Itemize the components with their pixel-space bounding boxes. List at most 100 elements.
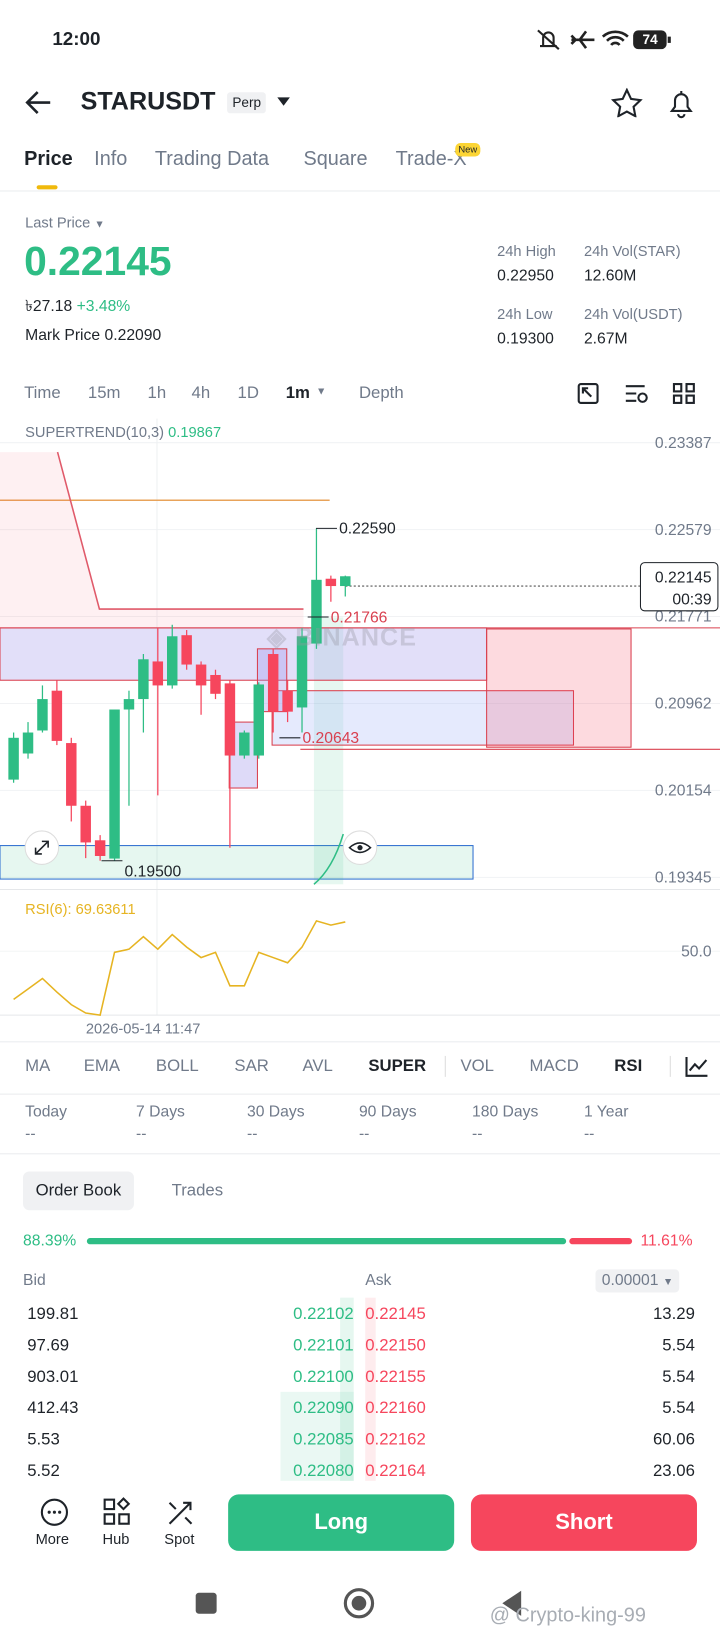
status-icons [537, 29, 671, 50]
trend-line [313, 833, 345, 885]
y-tick-label: 0.23387 [655, 435, 712, 452]
y-tick-label: 0.21771 [655, 609, 712, 626]
bottom-item[interactable]: More [35, 1530, 69, 1548]
candle-body [94, 840, 106, 856]
last-price-label: Last Price ▼ [25, 214, 105, 231]
interval[interactable]: 1h [147, 384, 167, 403]
chart: 0.23387 0.22579 0.21771 0.20962 0.20154 0.193… [0, 418, 720, 1016]
y-tick-label: 0.20154 [655, 783, 712, 800]
trades-tab[interactable]: Trades [171, 1181, 224, 1200]
long-button[interactable]: Long [228, 1494, 455, 1551]
period-value: -- [583, 1125, 595, 1143]
candle-body [325, 578, 337, 587]
ask-amount: 5.54 [662, 1336, 695, 1355]
tab[interactable]: Info [94, 148, 128, 171]
indicator-tab[interactable]: SAR [234, 1057, 269, 1076]
x-label: 2026-05-14 11:47 [85, 1019, 201, 1037]
y-tick-label: 0.20962 [655, 696, 712, 713]
tab[interactable]: Trading Data [154, 148, 270, 171]
tab-indicator [36, 185, 58, 190]
stat-value: 0.19300 [497, 329, 554, 348]
candle-body [167, 636, 178, 686]
separator [669, 1055, 671, 1077]
bid-price: 0.22080 [293, 1462, 354, 1481]
symbol[interactable]: STARUSDT [80, 87, 216, 116]
ask-amount: 60.06 [652, 1431, 695, 1449]
period-label: 1 Year [583, 1103, 629, 1121]
indicator-tab[interactable]: AVL [302, 1057, 333, 1076]
ask-price: 0.22160 [365, 1399, 426, 1418]
tab[interactable]: Square [303, 148, 368, 171]
candle-body [210, 674, 221, 694]
candle-body [66, 743, 77, 806]
candle-body [224, 683, 236, 756]
interval-caret: ▼ [316, 386, 327, 398]
period-value: -- [471, 1125, 483, 1143]
alert-button[interactable] [667, 88, 696, 119]
interval[interactable]: 1D [237, 384, 259, 403]
candle-body [123, 699, 135, 710]
candle-body [8, 737, 19, 780]
bid-amount: 199.81 [27, 1305, 79, 1324]
precision-select[interactable]: 0.00001 ▼ [595, 1269, 680, 1293]
interval[interactable]: 1m [285, 384, 310, 403]
candle-body [239, 732, 250, 756]
favorite-button[interactable] [611, 87, 643, 118]
interval[interactable]: Depth [358, 384, 404, 403]
indicator-tab[interactable]: SUPER [368, 1057, 427, 1076]
tab[interactable]: Price [24, 148, 73, 171]
bottom-icons[interactable] [39, 1497, 206, 1528]
indicator-tab[interactable]: MA [25, 1057, 51, 1076]
annotation-label: 0.21766 [331, 609, 388, 626]
stat-label: 24h Vol(STAR) [583, 242, 681, 260]
period-label: Today [25, 1103, 68, 1121]
candle-body [311, 579, 322, 644]
ask-header: Ask [365, 1271, 392, 1290]
stat-value: 2.67M [583, 329, 628, 348]
divider [0, 1153, 720, 1155]
indicator-tab[interactable]: EMA [83, 1057, 121, 1076]
chart-tools[interactable] [576, 381, 702, 406]
indicator-tab[interactable]: BOLL [155, 1057, 199, 1076]
orderbook-tab[interactable]: Order Book [23, 1171, 134, 1211]
bid-price: 0.22090 [293, 1399, 354, 1418]
indicator-name: RSI(6): [25, 900, 72, 918]
ask-amount: 5.54 [662, 1368, 695, 1387]
watermark: ◈ BINANCE [266, 623, 418, 652]
stat-label: 24h Low [497, 305, 553, 322]
new-badge: New [455, 142, 481, 157]
interval[interactable]: Time [24, 384, 61, 403]
indicator-tab[interactable]: VOL [460, 1057, 494, 1076]
last-price-box [639, 562, 719, 612]
nav-bar[interactable] [188, 1585, 523, 1623]
indicator-tab[interactable]: MACD [529, 1057, 579, 1076]
bid-amount: 5.53 [27, 1431, 60, 1449]
candle-body [267, 654, 279, 712]
bottom-item[interactable]: Hub [102, 1530, 130, 1548]
ask-price: 0.22155 [365, 1368, 426, 1387]
bid-depth [280, 1391, 354, 1481]
bottom-item[interactable]: Spot [164, 1530, 195, 1548]
indicator-tab[interactable]: RSI [614, 1057, 643, 1076]
interval[interactable]: 15m [87, 384, 121, 403]
bid-price: 0.22085 [293, 1431, 354, 1449]
chart-settings[interactable] [684, 1055, 709, 1078]
stat-label: 24h High [497, 242, 556, 260]
annotation-label: 0.19500 [125, 863, 182, 880]
stat-value: 12.60M [583, 266, 637, 285]
bid-amount: 5.52 [27, 1462, 60, 1481]
short-button[interactable]: Short [470, 1494, 697, 1551]
symbol-caret[interactable] [276, 96, 291, 106]
back-button[interactable] [23, 89, 54, 116]
annotation-label: 0.20643 [302, 730, 359, 747]
interval[interactable]: 4h [191, 384, 211, 403]
bid-price: 0.22102 [293, 1305, 354, 1324]
battery-level: 74 [642, 31, 658, 48]
zone [486, 628, 632, 748]
supertrend-line [56, 451, 304, 610]
fiat: ৳27.18 [25, 297, 73, 316]
tab[interactable]: Trade-X [395, 148, 467, 171]
y-tick-label: 50.0 [681, 944, 712, 961]
period-label: 7 Days [136, 1103, 185, 1121]
